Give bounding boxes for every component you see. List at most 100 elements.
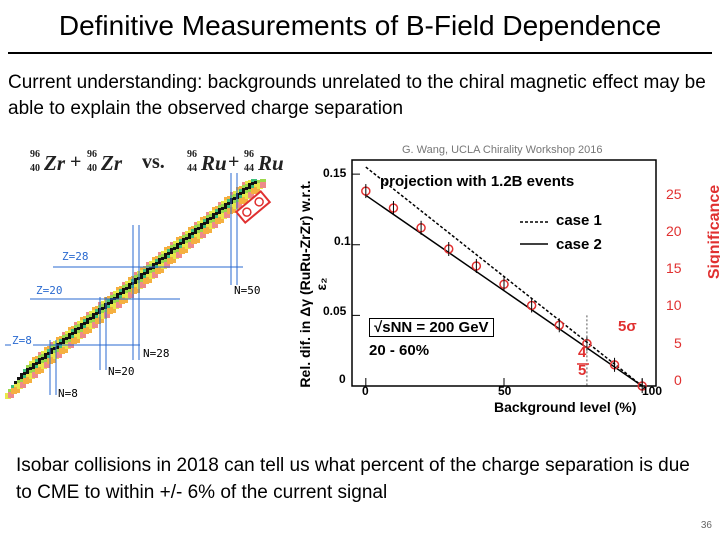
nuclide-cell <box>128 292 134 298</box>
nuclide-cell <box>32 372 38 378</box>
nuclide-cell <box>260 182 266 188</box>
y-tick: 0.1 <box>334 234 351 248</box>
fraction-bar <box>577 363 589 365</box>
nuclide-cell <box>176 252 182 258</box>
nuclide-cell <box>188 242 194 248</box>
nuclide-cell <box>200 232 206 238</box>
x-tick: 100 <box>642 384 663 398</box>
significance-tick: 25 <box>666 186 682 202</box>
nuclide-cell <box>50 357 56 363</box>
nuclide-cell <box>122 297 128 303</box>
nuclide-cell <box>212 222 218 228</box>
nuclide-cell <box>110 307 116 313</box>
legend-title: projection with 1.2B events <box>380 173 575 190</box>
significance-tick: 10 <box>666 297 682 313</box>
nuclide-cell <box>170 257 176 263</box>
significance-axis-label: Significance <box>706 184 720 280</box>
nuclide-cell <box>74 337 80 343</box>
plus-sign-2: + <box>228 151 240 173</box>
y-axis-label: Rel. dif. in Δγ (RuRu-ZrZr) w.r.t. ε₂ <box>297 180 329 388</box>
magic-label-n28: N=28 <box>142 347 171 360</box>
fraction-denominator: 5 <box>578 362 587 379</box>
magic-label-n8: N=8 <box>57 387 79 400</box>
fraction-numerator: 4 <box>578 344 587 361</box>
ru-symbol-2: Ru <box>258 151 284 175</box>
nuclide-cell <box>62 347 68 353</box>
nuclide-cell <box>146 277 152 283</box>
plus-sign: + <box>70 151 82 173</box>
magic-label-z28: Z=28 <box>61 250 90 263</box>
projection-plot <box>351 159 657 393</box>
ru-mass-number-2: 96 <box>244 149 254 160</box>
nuclide-chart <box>5 173 272 399</box>
nuclide-cell <box>80 332 86 338</box>
x-tick: 0 <box>362 384 369 398</box>
significance-tick: 0 <box>674 372 682 388</box>
significance-tick: 5 <box>674 335 682 351</box>
nuclide-cell <box>224 212 230 218</box>
nuclide-cell <box>44 362 50 368</box>
nuclide-cell <box>206 227 212 233</box>
magic-label-n20: N=20 <box>107 365 136 378</box>
zr-symbol: Zr <box>44 151 65 175</box>
legend-swatches <box>520 221 548 245</box>
nuclide-cell <box>140 282 146 288</box>
nuclide-cell <box>20 382 26 388</box>
ru-atomic-number: 44 <box>187 163 197 174</box>
projection-plot-panel: G. Wang, UCLA Chirality Workshop 2016 Re… <box>296 138 720 430</box>
nuclide-cell <box>158 267 164 273</box>
ru-mass-number: 96 <box>187 149 197 160</box>
nuclide-cell <box>86 327 92 333</box>
centrality-label: 20 - 60% <box>369 342 430 359</box>
nuclide-cell <box>242 197 248 203</box>
significance-tick: 15 <box>666 260 682 276</box>
zr-mass-number: 96 <box>30 149 40 160</box>
legend-case2: case 2 <box>556 236 602 253</box>
nuclide-cell <box>230 207 236 213</box>
series-case1-line <box>365 166 643 387</box>
zr-atomic-number-2: 40 <box>87 163 97 174</box>
isobar-highlight <box>234 189 272 225</box>
ru-atomic-number-2: 44 <box>244 163 254 174</box>
y-tick: 0.15 <box>323 166 347 180</box>
significance-tick: 20 <box>666 223 682 239</box>
intro-paragraph: Current understanding: backgrounds unrel… <box>8 72 706 119</box>
y-tick: 0 <box>339 372 346 386</box>
nuclide-cell <box>164 262 170 268</box>
nuclide-cell <box>194 237 200 243</box>
isobar-formula: 96 40 Zr + 96 40 Zr vs. 96 44 Ru + 96 44… <box>30 145 295 181</box>
ru-symbol: Ru <box>201 151 227 175</box>
zr-symbol-2: Zr <box>101 151 122 175</box>
nuclide-cell <box>104 312 110 318</box>
x-axis-label: Background level (%) <box>494 399 637 415</box>
magic-label-z20: Z=20 <box>35 284 64 297</box>
nuclide-cell <box>254 187 260 193</box>
magic-label-z8: Z=8 <box>11 334 33 347</box>
nuclide-cell <box>56 352 62 358</box>
nuclide-cell <box>248 192 254 198</box>
title-divider <box>8 52 712 54</box>
nuclide-chart-panel: 96 40 Zr + 96 40 Zr vs. 96 44 Ru + 96 44… <box>5 145 295 400</box>
plot-credit: G. Wang, UCLA Chirality Workshop 2016 <box>402 144 603 156</box>
nuclide-cell <box>152 272 158 278</box>
legend-case1: case 1 <box>556 212 602 229</box>
nuclide-cell <box>236 202 242 208</box>
x-tick: 50 <box>498 384 512 398</box>
vs-label: vs. <box>142 151 165 173</box>
energy-label: √sNN = 200 GeV <box>369 318 494 337</box>
nuclide-cell <box>92 322 98 328</box>
y-tick: 0.05 <box>323 304 347 318</box>
zr-atomic-number: 40 <box>30 163 40 174</box>
nuclide-cell <box>116 302 122 308</box>
page-number: 36 <box>700 520 712 531</box>
nuclide-cell <box>26 377 32 383</box>
five-sigma-label: 5σ <box>618 318 637 335</box>
nuclide-cell <box>182 247 188 253</box>
nuclide-cell <box>14 387 20 393</box>
magic-label-n50: N=50 <box>233 284 262 297</box>
nuclide-cell <box>38 367 44 373</box>
nuclide-cell <box>8 392 14 398</box>
slide-title: Definitive Measurements of B-Field Depen… <box>58 10 662 41</box>
zr-mass-number-2: 96 <box>87 149 97 160</box>
nuclide-cell <box>98 317 104 323</box>
